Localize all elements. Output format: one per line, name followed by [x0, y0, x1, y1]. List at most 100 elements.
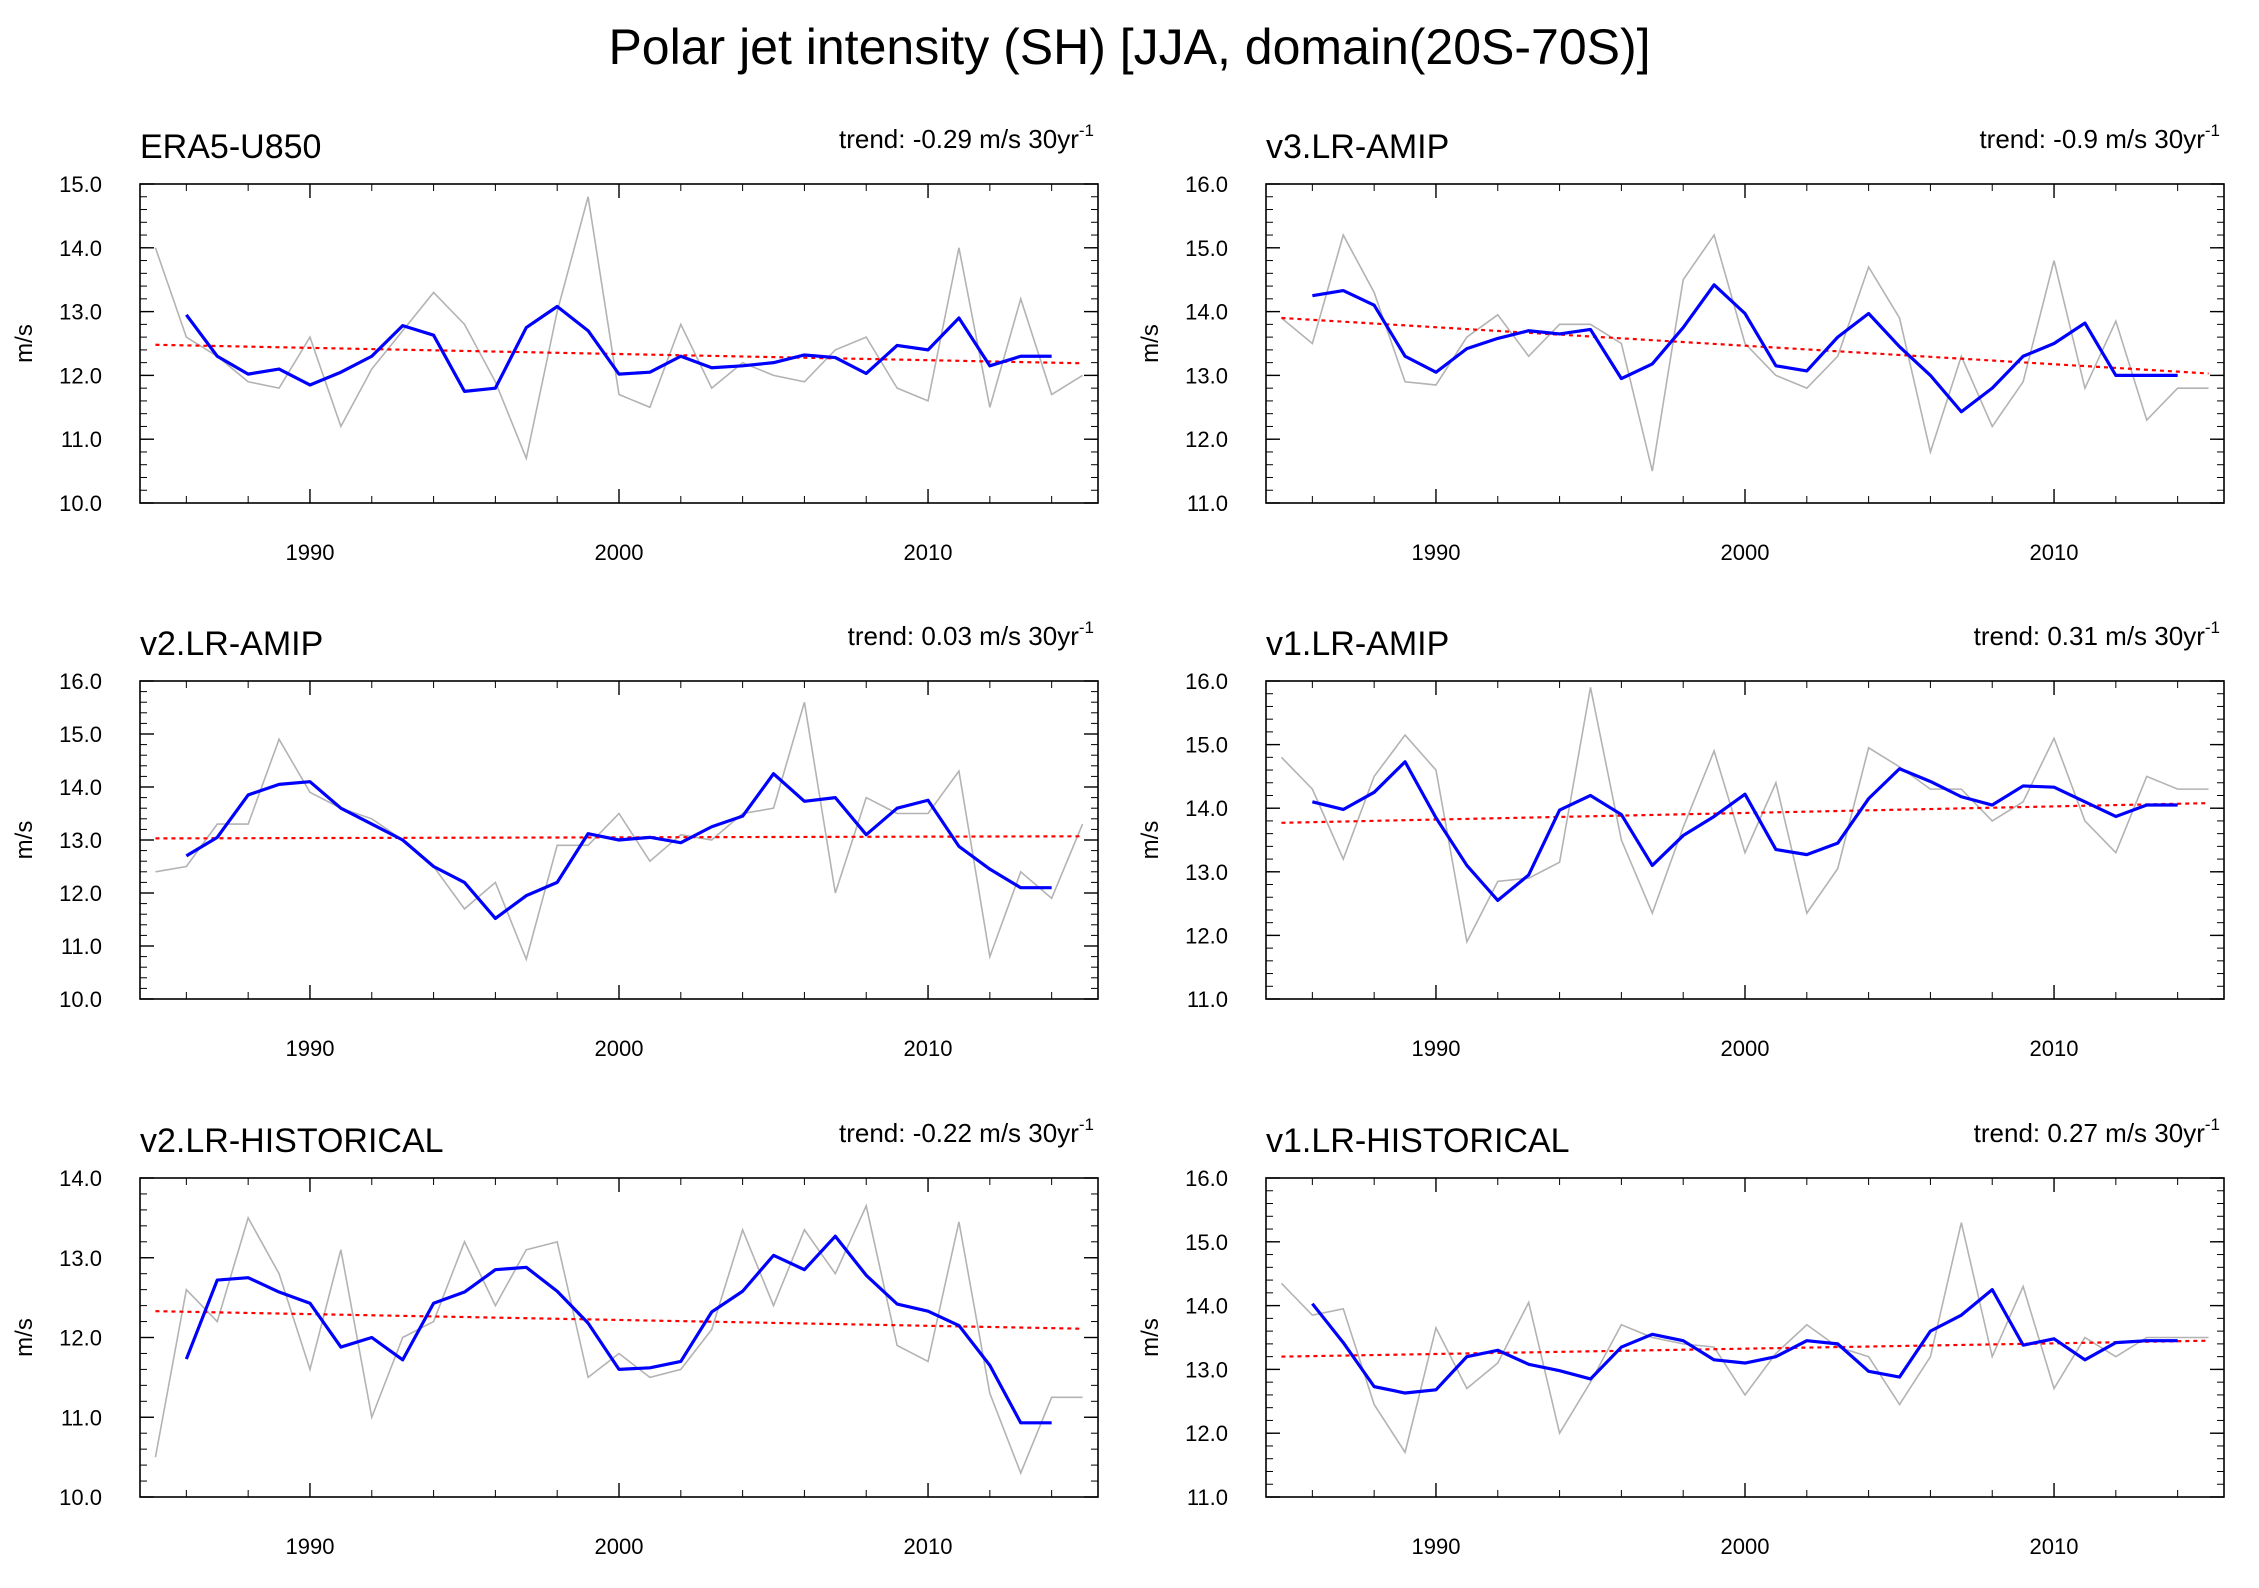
y-tick-label: 11.0 — [61, 427, 102, 452]
y-tick-label: 15.0 — [59, 172, 102, 197]
x-tick-label: 1990 — [285, 540, 334, 565]
x-tick-label: 2010 — [2030, 1534, 2079, 1559]
y-tick-label: 16.0 — [1185, 172, 1228, 197]
x-tick-label: 2000 — [595, 1534, 644, 1559]
smoothed-series-line — [184, 1234, 1052, 1425]
panel-5: 10.0 11.0 12.0 13.0 14.0 1990 2000 2010 m/s v2.LR… — [11, 1115, 1099, 1559]
trend-label: trend: -0.9 m/s 30yr-1 — [1979, 121, 2220, 154]
y-tick-label: 13.0 — [59, 828, 102, 853]
smoothed-series-line — [1312, 283, 2178, 414]
y-tick-label: 14.0 — [59, 775, 102, 800]
x-tick-label: 2000 — [1721, 1036, 1770, 1061]
y-axis-label: m/s — [1137, 1318, 1164, 1357]
panel-title: v2.LR-AMIP — [140, 625, 323, 663]
trend-line — [155, 343, 1083, 365]
panel-title: ERA5-U850 — [140, 128, 321, 166]
y-axis-label: m/s — [11, 821, 38, 860]
panel-title: v1.LR-HISTORICAL — [1266, 1122, 1570, 1160]
panel-2: 11.0 12.0 13.0 14.0 15.0 16.0 1990 2000 2010 m/s v… — [1137, 121, 2225, 565]
y-tick-label: 13.0 — [59, 300, 102, 325]
y-tick-label: 15.0 — [59, 722, 102, 747]
y-tick-label: 10.0 — [59, 491, 102, 516]
y-tick-label: 11.0 — [1187, 987, 1228, 1012]
y-tick-label: 12.0 — [1185, 1421, 1228, 1446]
trend-label: trend: -0.22 m/s 30yr-1 — [839, 1115, 1094, 1148]
y-axis-label: m/s — [11, 324, 38, 363]
panel-3: 10.0 11.0 12.0 13.0 14.0 15.0 16.0 1990 2000 2010… — [11, 618, 1099, 1061]
x-tick-label: 2010 — [904, 1534, 953, 1559]
plot-frame — [1265, 1177, 2225, 1498]
x-tick-label: 2010 — [2030, 540, 2079, 565]
y-tick-label: 13.0 — [59, 1246, 102, 1271]
raw-series-line — [155, 701, 1084, 962]
panel-1: 10.0 11.0 12.0 13.0 14.0 15.0 1990 2000 2010 m/s E… — [11, 121, 1099, 565]
plot-frame — [1265, 680, 2225, 1000]
y-tick-label: 14.0 — [1185, 1294, 1228, 1319]
y-tick-label: 12.0 — [1185, 923, 1228, 948]
trend-label: trend: 0.27 m/s 30yr-1 — [1974, 1115, 2220, 1148]
x-tick-label: 1990 — [285, 1534, 334, 1559]
trend-line — [155, 1310, 1083, 1330]
trend-line — [1281, 316, 2209, 375]
y-tick-label: 15.0 — [1185, 236, 1228, 261]
x-tick-label: 2010 — [904, 1036, 953, 1061]
y-tick-label: 10.0 — [59, 1485, 102, 1510]
trend-line — [1281, 1339, 2209, 1358]
smoothed-series-line — [1311, 760, 2178, 903]
y-tick-label: 10.0 — [59, 987, 102, 1012]
x-tick-label: 1990 — [1411, 1534, 1460, 1559]
y-tick-label: 11.0 — [1187, 491, 1228, 516]
plot-frame — [139, 1177, 1099, 1498]
y-axis-label: m/s — [1137, 821, 1164, 860]
y-tick-label: 14.0 — [59, 1166, 102, 1191]
raw-series-line — [154, 1203, 1083, 1476]
smoothed-series-line — [185, 772, 1052, 921]
y-tick-label: 13.0 — [1185, 363, 1228, 388]
x-tick-label: 1990 — [1411, 1036, 1460, 1061]
y-tick-label: 16.0 — [1185, 1166, 1228, 1191]
x-tick-label: 2010 — [904, 540, 953, 565]
y-tick-label: 15.0 — [1185, 733, 1228, 758]
y-tick-label: 12.0 — [59, 1326, 102, 1351]
x-tick-label: 1990 — [1411, 540, 1460, 565]
raw-series-line — [154, 196, 1083, 462]
y-tick-label: 11.0 — [61, 934, 102, 959]
y-tick-label: 12.0 — [59, 363, 102, 388]
smoothed-series-line — [1311, 1288, 2178, 1395]
x-tick-label: 2000 — [595, 540, 644, 565]
panel-title: v2.LR-HISTORICAL — [140, 1122, 444, 1160]
x-tick-label: 2000 — [595, 1036, 644, 1061]
y-tick-label: 12.0 — [59, 881, 102, 906]
y-tick-label: 11.0 — [1187, 1485, 1228, 1510]
smoothed-series-line — [185, 304, 1052, 393]
y-tick-label: 13.0 — [1185, 1357, 1228, 1382]
y-axis-label: m/s — [1137, 324, 1164, 363]
figure-title: Polar jet intensity (SH) [JJA, domain(20… — [608, 19, 1651, 75]
raw-series-line — [1280, 1222, 2209, 1455]
y-tick-label: 15.0 — [1185, 1230, 1228, 1255]
y-tick-label: 16.0 — [59, 669, 102, 694]
x-tick-label: 2010 — [2030, 1036, 2079, 1061]
x-tick-label: 2000 — [1721, 540, 1770, 565]
x-tick-label: 2000 — [1721, 1534, 1770, 1559]
trend-label: trend: 0.03 m/s 30yr-1 — [848, 618, 1094, 651]
y-axis-label: m/s — [11, 1318, 38, 1357]
y-tick-label: 14.0 — [1185, 300, 1228, 325]
trend-line — [155, 835, 1083, 840]
trend-label: trend: -0.29 m/s 30yr-1 — [839, 121, 1094, 154]
y-tick-label: 13.0 — [1185, 860, 1228, 885]
panel-6: 11.0 12.0 13.0 14.0 15.0 16.0 1990 2000 2010 m/s v… — [1137, 1115, 2225, 1559]
panel-4: 11.0 12.0 13.0 14.0 15.0 16.0 1990 2000 2010 m/s v… — [1137, 618, 2225, 1061]
raw-series-line — [1280, 232, 2209, 472]
plot-frame — [139, 183, 1099, 504]
y-tick-label: 16.0 — [1185, 669, 1228, 694]
panel-title: v1.LR-AMIP — [1266, 625, 1449, 663]
x-tick-label: 1990 — [285, 1036, 334, 1061]
y-tick-label: 12.0 — [1185, 427, 1228, 452]
y-tick-label: 14.0 — [59, 236, 102, 261]
panel-title: v3.LR-AMIP — [1266, 128, 1449, 166]
y-tick-label: 11.0 — [61, 1405, 102, 1430]
trend-line — [1281, 802, 2209, 824]
trend-label: trend: 0.31 m/s 30yr-1 — [1974, 618, 2220, 651]
